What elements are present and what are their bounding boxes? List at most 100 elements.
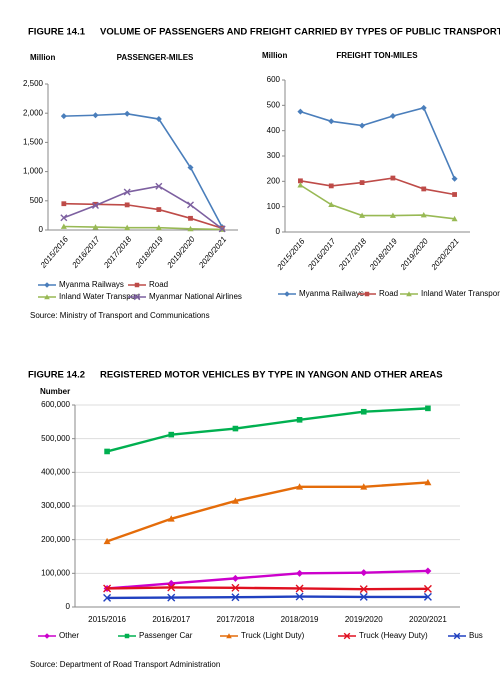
marker	[328, 118, 335, 125]
series-line	[63, 202, 223, 230]
x-tick-label: 2020/2021	[429, 237, 461, 273]
legend-label: Inland Water Transport	[59, 292, 141, 301]
marker	[61, 201, 67, 207]
marker	[187, 164, 194, 171]
marker	[92, 112, 99, 119]
x-tick-label: 2017/2018	[217, 615, 255, 624]
legend-label: Truck (Light Duty)	[241, 631, 305, 640]
marker	[360, 408, 367, 415]
marker	[295, 592, 304, 601]
marker	[364, 291, 370, 297]
marker	[218, 225, 226, 233]
marker	[297, 182, 304, 188]
marker	[231, 497, 239, 504]
figure-label: FIGURE 14.2	[28, 370, 85, 381]
y-tick-label: 300	[267, 151, 281, 160]
chart-title: FREIGHT TON-MILES	[336, 51, 418, 60]
marker	[124, 633, 130, 639]
marker	[421, 186, 427, 192]
y-tick-label: 2,500	[23, 79, 44, 88]
marker	[359, 180, 365, 185]
series-line	[63, 185, 223, 230]
y-tick-label: 2,000	[23, 108, 44, 117]
marker	[155, 182, 163, 190]
legend-label: Inland Water Transport	[421, 289, 500, 298]
marker	[420, 212, 427, 218]
marker	[423, 584, 432, 593]
marker	[296, 569, 304, 577]
marker	[167, 593, 176, 602]
marker	[359, 592, 368, 601]
x-tick-label: 2019/2020	[345, 615, 383, 624]
marker	[188, 215, 193, 221]
marker	[359, 212, 366, 218]
marker	[451, 215, 458, 222]
marker	[359, 122, 366, 129]
figure-label: FIGURE 14.1	[28, 27, 86, 38]
marker	[328, 201, 335, 208]
legend-label: Myanma Railways	[59, 280, 124, 289]
series-line	[106, 569, 428, 590]
y-tick-label: 600,000	[41, 400, 70, 409]
marker	[406, 291, 412, 297]
source: Source: Department of Road Transport Adm…	[30, 660, 220, 669]
marker	[360, 483, 368, 490]
x-tick-label: 2017/2018	[336, 236, 368, 272]
y-tick-label: 400	[267, 126, 281, 135]
marker	[155, 224, 162, 231]
marker	[187, 201, 194, 209]
marker	[60, 113, 67, 120]
y-tick-label: 1,500	[23, 138, 44, 147]
marker	[93, 201, 98, 207]
marker	[425, 405, 431, 412]
marker	[328, 183, 334, 189]
marker	[420, 104, 427, 111]
x-tick-label: 2017/2018	[101, 234, 133, 270]
series-line	[300, 177, 455, 196]
y-tick-label: 0	[276, 227, 281, 236]
y-tick-label: 500	[267, 100, 281, 109]
legend-label: Road	[379, 289, 398, 298]
marker	[124, 224, 131, 231]
marker	[44, 294, 50, 300]
series-line	[300, 106, 456, 180]
series-line	[106, 407, 428, 453]
x-tick-label: 2016/2017	[152, 615, 190, 624]
y-tick-label: 0	[66, 602, 71, 611]
y-axis-label: Million	[262, 51, 287, 60]
series-line	[107, 586, 428, 591]
marker	[60, 223, 67, 229]
marker	[297, 108, 304, 115]
marker	[424, 567, 432, 575]
marker	[389, 112, 396, 119]
legend-label: Other	[59, 631, 79, 640]
legend-label: Myanma Railways	[299, 289, 364, 298]
x-tick-label: 2015/2016	[38, 234, 70, 270]
marker	[359, 585, 368, 594]
marker	[133, 293, 141, 301]
marker	[284, 291, 290, 297]
marker	[124, 110, 131, 117]
series-line	[63, 112, 223, 228]
marker	[232, 425, 239, 432]
marker	[424, 478, 432, 486]
marker	[168, 431, 175, 438]
marker	[296, 483, 304, 490]
legend-label: Bus	[469, 631, 483, 640]
x-tick-label: 2015/2016	[275, 236, 307, 272]
marker	[103, 537, 111, 545]
marker	[231, 583, 240, 592]
marker	[423, 592, 432, 601]
y-tick-label: 300,000	[41, 501, 70, 510]
series-line	[63, 225, 223, 231]
marker	[92, 224, 99, 230]
marker	[44, 633, 50, 639]
marker	[103, 584, 112, 593]
marker	[452, 192, 457, 197]
marker	[167, 583, 176, 592]
marker	[343, 632, 351, 640]
y-tick-label: 200	[267, 176, 281, 185]
x-tick-label: 2018/2019	[281, 615, 319, 624]
y-tick-label: 400,000	[41, 467, 70, 476]
legend-label: Road	[149, 280, 168, 289]
